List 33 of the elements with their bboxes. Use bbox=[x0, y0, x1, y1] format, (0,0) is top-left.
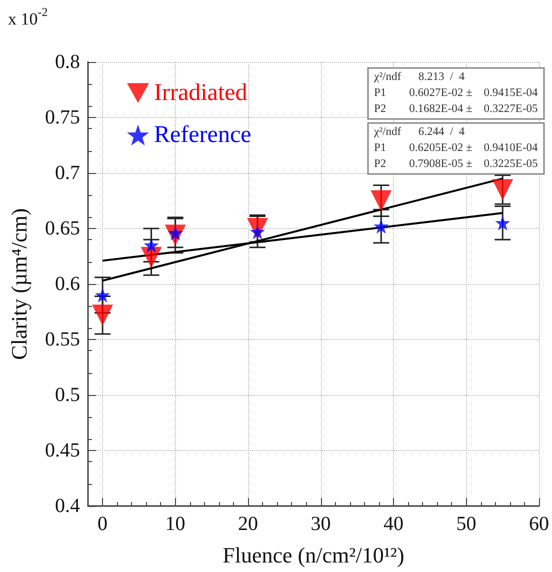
legend-label: Irradiated bbox=[154, 80, 248, 106]
legend-label: Reference bbox=[154, 122, 252, 148]
y-tick-label: 0.7 bbox=[55, 162, 80, 184]
x-tick-label: 50 bbox=[456, 513, 476, 535]
y-tick-label: 0.4 bbox=[55, 495, 80, 517]
point bbox=[144, 238, 159, 253]
y-tick-label: 0.45 bbox=[45, 440, 80, 462]
y-tick-label: 0.6 bbox=[55, 273, 80, 295]
annotation: P2 0.7908E-05 ± 0.3225E-05 bbox=[374, 158, 538, 170]
point bbox=[492, 179, 514, 200]
annotation: P2 0.1682E-04 ± 0.3227E-05 bbox=[374, 103, 538, 115]
x-tick-label: 0 bbox=[98, 513, 108, 535]
y-tick-label: 0.5 bbox=[55, 384, 80, 406]
y-tick-label: 0.75 bbox=[45, 106, 80, 128]
y-tick-label: 0.65 bbox=[45, 218, 80, 240]
x-tick-label: 20 bbox=[238, 513, 258, 535]
annotation: χ²/ndf 8.213 / 4 bbox=[373, 71, 465, 83]
point bbox=[374, 218, 389, 234]
y-axis-title: Clarity (µm⁴/cm) bbox=[6, 208, 32, 360]
y-tick-label: 0.55 bbox=[45, 328, 80, 350]
x-tick-label: 30 bbox=[310, 513, 331, 535]
point bbox=[370, 190, 392, 212]
x-tick-label: 40 bbox=[384, 513, 404, 535]
point bbox=[92, 304, 114, 326]
annotation: P1 0.6205E-02 ± 0.9410E-04 bbox=[374, 142, 538, 154]
x-axis-title: Fluence (n/cm²/10¹²) bbox=[222, 542, 404, 568]
annotation: P1 0.6027E-02 ± 0.9415E-04 bbox=[374, 87, 538, 99]
point bbox=[95, 288, 110, 303]
x-tick-label: 60 bbox=[529, 513, 549, 535]
x-tick-label: 10 bbox=[165, 513, 186, 535]
annotation: χ²/ndf 6.244 / 4 bbox=[373, 126, 465, 138]
y-tick-label: 0.8 bbox=[55, 51, 80, 73]
point bbox=[495, 215, 510, 230]
